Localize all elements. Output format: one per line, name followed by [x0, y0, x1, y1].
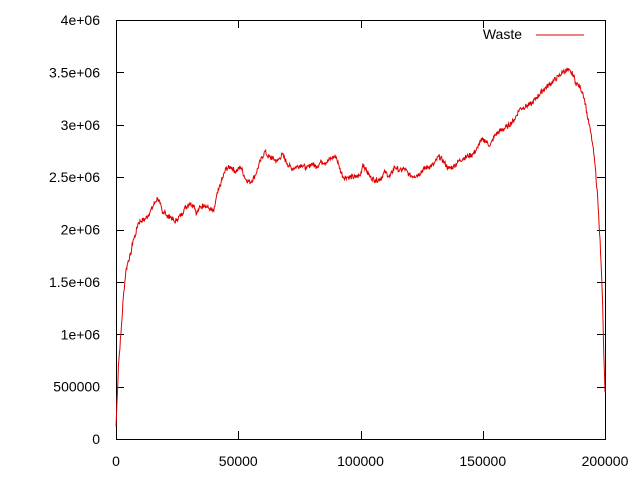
y-tick-label: 500000: [53, 379, 100, 395]
plot-frame: [116, 20, 606, 440]
y-axis-ticks: 0 500000 1e+06 1.5e+06 2e+06 2.5e+06 3e+06 3.5e…: [49, 12, 605, 447]
x-tick-label: 0: [112, 453, 120, 469]
y-tick-label: 2e+06: [61, 222, 101, 238]
legend: Waste: [483, 26, 584, 42]
y-tick-label: 3e+06: [61, 117, 101, 133]
y-tick-label: 1.5e+06: [49, 274, 100, 290]
y-tick-label: 0: [92, 431, 100, 447]
y-tick-label: 2.5e+06: [49, 169, 100, 185]
y-tick-label: 1e+06: [61, 326, 101, 342]
y-tick-label: 3.5e+06: [49, 64, 100, 80]
x-tick-label: 50000: [219, 453, 258, 469]
x-tick-label: 200000: [582, 453, 629, 469]
x-tick-label: 150000: [459, 453, 506, 469]
x-axis-ticks: 0 50000 100000 150000 200000: [112, 20, 629, 469]
series-line-waste: [115, 67, 606, 427]
x-tick-label: 100000: [337, 453, 384, 469]
y-tick-label: 4e+06: [61, 12, 101, 28]
legend-label-waste: Waste: [483, 26, 522, 42]
